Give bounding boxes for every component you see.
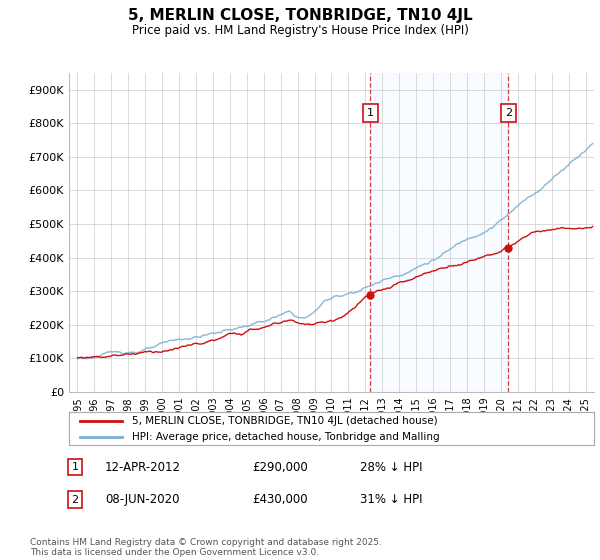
Text: £290,000: £290,000 [252,460,308,474]
Text: 1: 1 [367,108,374,118]
Text: 31% ↓ HPI: 31% ↓ HPI [360,493,422,506]
Text: 1: 1 [71,462,79,472]
Bar [370,73,508,392]
Text: 12-APR-2012: 12-APR-2012 [105,460,181,474]
Text: 5, MERLIN CLOSE, TONBRIDGE, TN10 4JL (detached house): 5, MERLIN CLOSE, TONBRIDGE, TN10 4JL (de… [132,416,437,426]
Text: 5, MERLIN CLOSE, TONBRIDGE, TN10 4JL: 5, MERLIN CLOSE, TONBRIDGE, TN10 4JL [128,8,472,24]
Text: 08-JUN-2020: 08-JUN-2020 [105,493,179,506]
Text: 28% ↓ HPI: 28% ↓ HPI [360,460,422,474]
Text: Contains HM Land Registry data © Crown copyright and database right 2025.
This d: Contains HM Land Registry data © Crown c… [30,538,382,557]
Text: £430,000: £430,000 [252,493,308,506]
Text: Price paid vs. HM Land Registry's House Price Index (HPI): Price paid vs. HM Land Registry's House … [131,24,469,36]
Text: HPI: Average price, detached house, Tonbridge and Malling: HPI: Average price, detached house, Tonb… [132,432,440,442]
Text: 2: 2 [505,108,512,118]
Text: 2: 2 [71,494,79,505]
